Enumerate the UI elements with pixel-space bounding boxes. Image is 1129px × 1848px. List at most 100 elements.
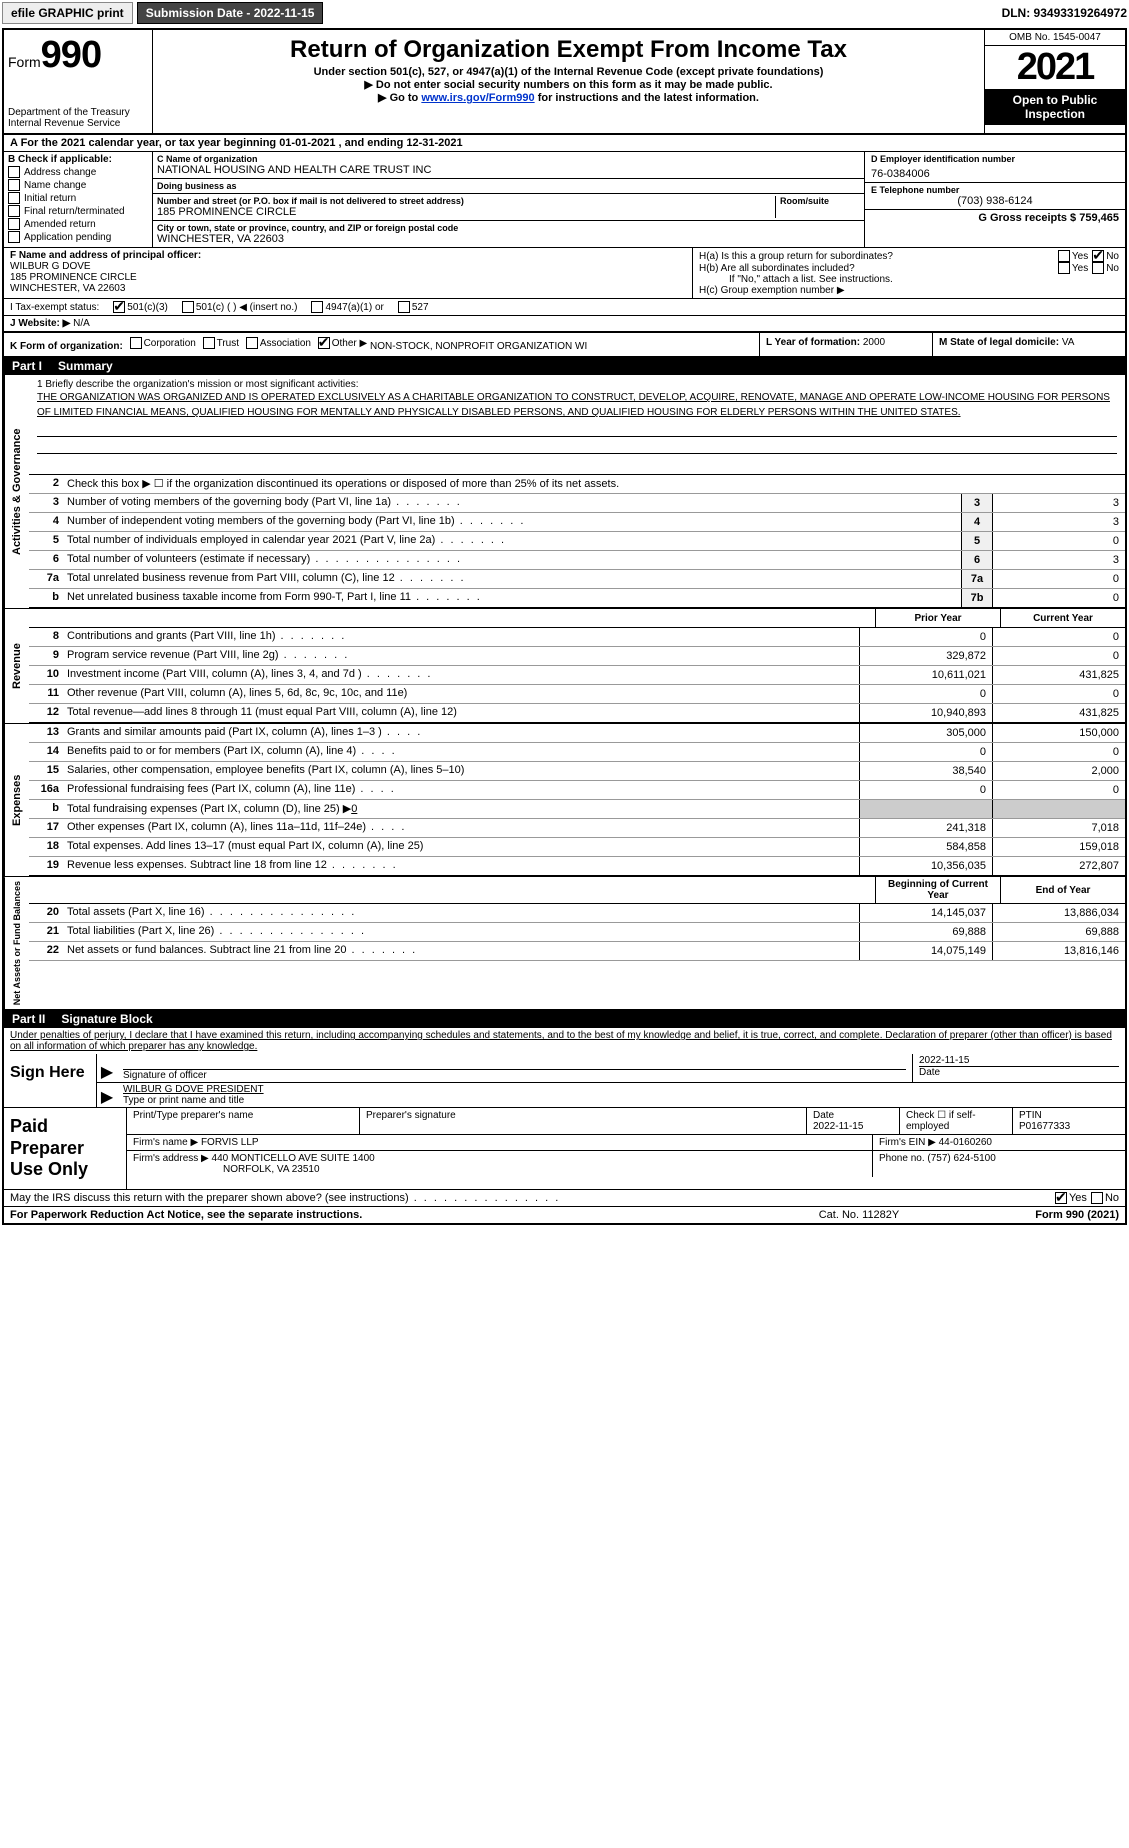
ptin-value: P01677333	[1019, 1121, 1119, 1132]
chk-name-change[interactable]	[8, 179, 20, 191]
firm-name: FORVIS LLP	[201, 1137, 259, 1148]
c22: 13,816,146	[992, 942, 1125, 960]
part-1-title: Summary	[58, 359, 113, 373]
box-k-label: K Form of organization:	[10, 341, 123, 352]
val-5: 0	[992, 532, 1125, 550]
officer-name: WILBUR G DOVE	[10, 261, 686, 272]
gross-receipts-label: G Gross receipts $	[978, 212, 1076, 224]
line-17: Other expenses (Part IX, column (A), lin…	[63, 819, 859, 837]
tax-year: 2021	[985, 46, 1125, 89]
sig-date-label: Date	[919, 1066, 1119, 1078]
p21: 69,888	[859, 923, 992, 941]
chk-assoc[interactable]	[246, 337, 258, 349]
line-10: Investment income (Part VIII, column (A)…	[63, 666, 859, 684]
chk-application-pending[interactable]	[8, 231, 20, 243]
ein-label: D Employer identification number	[871, 154, 1119, 164]
chk-discuss-no[interactable]	[1091, 1192, 1103, 1204]
lbl-trust: Trust	[217, 338, 239, 349]
chk-501c3[interactable]	[113, 301, 125, 313]
website-label: J Website: ▶	[10, 318, 70, 329]
lbl-app-pending: Application pending	[24, 232, 111, 243]
street-label: Number and street (or P.O. box if mail i…	[157, 196, 775, 206]
phone-value: (703) 938-6124	[871, 195, 1119, 207]
chk-trust[interactable]	[203, 337, 215, 349]
p18: 584,858	[859, 838, 992, 856]
blank-line-3	[37, 456, 1117, 470]
h-b-note: If "No," attach a list. See instructions…	[699, 274, 1119, 285]
chk-discuss-yes[interactable]	[1055, 1192, 1067, 1204]
chk-ha-yes[interactable]	[1058, 250, 1070, 262]
part-2-num: Part II	[12, 1012, 45, 1026]
sig-officer-label: Signature of officer	[123, 1069, 906, 1081]
chk-initial-return[interactable]	[8, 192, 20, 204]
side-expenses: Expenses	[4, 724, 29, 876]
firm-addr2: NORFOLK, VA 23510	[133, 1164, 866, 1175]
side-revenue: Revenue	[4, 609, 29, 723]
part-1-num: Part I	[12, 359, 42, 373]
name-label: C Name of organization	[157, 154, 860, 164]
val-3: 3	[992, 494, 1125, 512]
p17: 241,318	[859, 819, 992, 837]
subtitle-2: ▶ Do not enter social security numbers o…	[163, 78, 974, 91]
lbl-name-change: Name change	[24, 180, 86, 191]
summary-revenue: Revenue Prior YearCurrent Year 8Contribu…	[4, 608, 1125, 723]
chk-final-return[interactable]	[8, 205, 20, 217]
summary-net-assets: Net Assets or Fund Balances Beginning of…	[4, 876, 1125, 1010]
p13: 305,000	[859, 724, 992, 742]
sign-here-block: Sign Here ▶ Signature of officer 2022-11…	[4, 1054, 1125, 1108]
lbl-corp: Corporation	[144, 338, 196, 349]
chk-501c[interactable]	[182, 301, 194, 313]
subtitle-1: Under section 501(c), 527, or 4947(a)(1)…	[163, 66, 974, 78]
line-13: Grants and similar amounts paid (Part IX…	[63, 724, 859, 742]
c20: 13,886,034	[992, 904, 1125, 922]
header-mid: Return of Organization Exempt From Incom…	[153, 30, 984, 133]
ein-value: 76-0384006	[871, 168, 1119, 180]
lbl-address-change: Address change	[24, 167, 96, 178]
discuss-row: May the IRS discuss this return with the…	[4, 1190, 1125, 1207]
line-7a: Total unrelated business revenue from Pa…	[63, 570, 961, 588]
prep-date-val: 2022-11-15	[813, 1121, 893, 1132]
prep-sig-label: Preparer's signature	[360, 1108, 807, 1134]
city-label: City or town, state or province, country…	[157, 223, 860, 233]
chk-hb-yes[interactable]	[1058, 262, 1070, 274]
chk-527[interactable]	[398, 301, 410, 313]
line-14: Benefits paid to or for members (Part IX…	[63, 743, 859, 761]
chk-corp[interactable]	[130, 337, 142, 349]
chk-other[interactable]	[318, 337, 330, 349]
lbl-527: 527	[412, 302, 429, 313]
val-4: 3	[992, 513, 1125, 531]
part-2-header: Part II Signature Block	[4, 1010, 1125, 1028]
lbl-discuss-no: No	[1105, 1192, 1119, 1204]
phone-label: E Telephone number	[871, 185, 1119, 195]
chk-ha-no[interactable]	[1092, 250, 1104, 262]
lbl-4947: 4947(a)(1) or	[325, 302, 383, 313]
lbl-501c3: 501(c)(3)	[127, 302, 168, 313]
h-b-label: H(b) Are all subordinates included?	[699, 263, 1054, 274]
discuss-text: May the IRS discuss this return with the…	[10, 1192, 1051, 1204]
p14: 0	[859, 743, 992, 761]
prep-print-name-label: Print/Type preparer's name	[127, 1108, 360, 1134]
tax-status-label: I Tax-exempt status:	[10, 302, 99, 313]
box-h: H(a) Is this a group return for subordin…	[693, 248, 1125, 298]
hdr-prior: Prior Year	[875, 609, 1000, 627]
h-a-label: H(a) Is this a group return for subordin…	[699, 251, 1054, 262]
c17: 7,018	[992, 819, 1125, 837]
p19: 10,356,035	[859, 857, 992, 875]
side-net-assets: Net Assets or Fund Balances	[4, 877, 29, 1009]
state-domicile: VA	[1062, 337, 1075, 348]
chk-amended[interactable]	[8, 218, 20, 230]
line-21: Total liabilities (Part X, line 26)	[63, 923, 859, 941]
line-11: Other revenue (Part VIII, column (A), li…	[63, 685, 859, 703]
box-m-label: M State of legal domicile:	[939, 337, 1059, 348]
lbl-no-2: No	[1106, 263, 1119, 274]
line-16b-val: 0	[351, 803, 357, 815]
p8: 0	[859, 628, 992, 646]
submission-date-badge: Submission Date - 2022-11-15	[137, 2, 324, 24]
chk-address-change[interactable]	[8, 166, 20, 178]
org-name: NATIONAL HOUSING AND HEALTH CARE TRUST I…	[157, 164, 860, 176]
chk-4947[interactable]	[311, 301, 323, 313]
form-word: Form	[8, 54, 41, 70]
irs-link[interactable]: www.irs.gov/Form990	[421, 92, 534, 104]
side-activities-governance: Activities & Governance	[4, 375, 29, 608]
firm-ein: 44-0160260	[939, 1137, 992, 1148]
